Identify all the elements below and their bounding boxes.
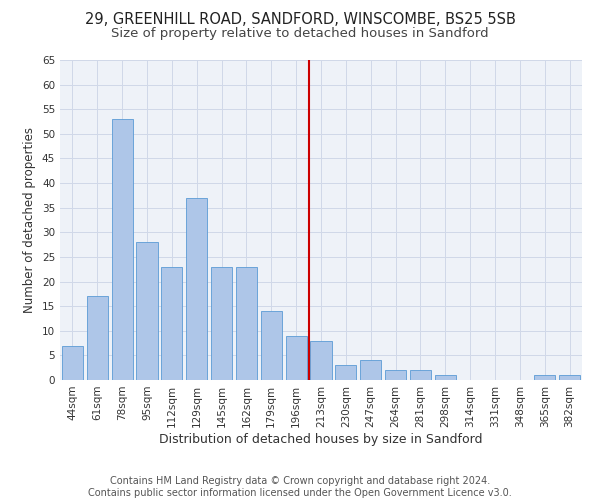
Bar bbox=[360, 360, 381, 380]
Bar bbox=[286, 336, 307, 380]
Bar bbox=[335, 365, 356, 380]
Text: Size of property relative to detached houses in Sandford: Size of property relative to detached ho… bbox=[111, 28, 489, 40]
Y-axis label: Number of detached properties: Number of detached properties bbox=[23, 127, 37, 313]
Bar bbox=[211, 267, 232, 380]
Bar bbox=[112, 119, 133, 380]
Bar bbox=[559, 375, 580, 380]
Bar bbox=[136, 242, 158, 380]
X-axis label: Distribution of detached houses by size in Sandford: Distribution of detached houses by size … bbox=[159, 432, 483, 446]
Bar bbox=[310, 340, 332, 380]
Text: 29, GREENHILL ROAD, SANDFORD, WINSCOMBE, BS25 5SB: 29, GREENHILL ROAD, SANDFORD, WINSCOMBE,… bbox=[85, 12, 515, 28]
Bar bbox=[410, 370, 431, 380]
Bar bbox=[87, 296, 108, 380]
Bar bbox=[261, 311, 282, 380]
Bar bbox=[236, 267, 257, 380]
Bar bbox=[186, 198, 207, 380]
Bar bbox=[435, 375, 456, 380]
Text: Contains HM Land Registry data © Crown copyright and database right 2024.
Contai: Contains HM Land Registry data © Crown c… bbox=[88, 476, 512, 498]
Bar bbox=[62, 346, 83, 380]
Bar bbox=[534, 375, 555, 380]
Bar bbox=[161, 267, 182, 380]
Bar bbox=[385, 370, 406, 380]
